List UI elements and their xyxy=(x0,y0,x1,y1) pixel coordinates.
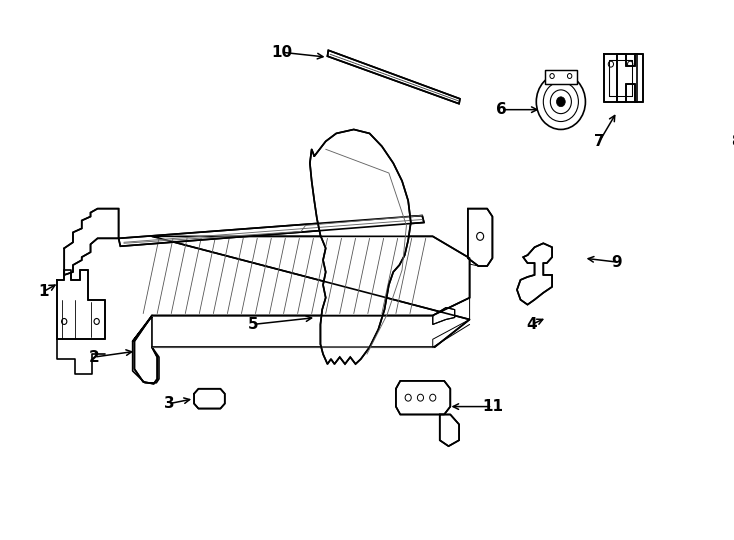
Polygon shape xyxy=(545,70,577,84)
Polygon shape xyxy=(440,415,459,446)
Polygon shape xyxy=(609,60,632,96)
Text: 3: 3 xyxy=(164,396,175,411)
Text: 10: 10 xyxy=(272,45,292,60)
Polygon shape xyxy=(64,208,119,275)
Polygon shape xyxy=(468,208,493,266)
Polygon shape xyxy=(327,50,460,104)
Circle shape xyxy=(567,73,572,78)
Text: 4: 4 xyxy=(526,317,537,332)
Circle shape xyxy=(556,97,565,107)
Circle shape xyxy=(537,74,586,130)
Text: 6: 6 xyxy=(496,102,506,117)
Circle shape xyxy=(405,394,411,401)
Polygon shape xyxy=(134,237,470,384)
Polygon shape xyxy=(194,389,225,409)
Text: 9: 9 xyxy=(611,254,622,269)
Circle shape xyxy=(476,232,484,240)
Polygon shape xyxy=(396,381,450,415)
Circle shape xyxy=(418,394,424,401)
Circle shape xyxy=(628,61,633,67)
Text: 5: 5 xyxy=(247,317,258,332)
Polygon shape xyxy=(517,244,552,305)
Text: 2: 2 xyxy=(89,349,99,364)
Circle shape xyxy=(550,90,571,113)
Circle shape xyxy=(550,73,554,78)
Polygon shape xyxy=(433,308,454,325)
Circle shape xyxy=(543,82,578,122)
Polygon shape xyxy=(617,54,643,102)
Circle shape xyxy=(608,61,614,67)
Circle shape xyxy=(62,319,67,325)
Text: 1: 1 xyxy=(38,284,48,299)
Circle shape xyxy=(94,319,99,325)
Polygon shape xyxy=(57,270,106,339)
Text: 7: 7 xyxy=(594,134,605,149)
Polygon shape xyxy=(119,215,424,246)
Circle shape xyxy=(429,394,436,401)
Polygon shape xyxy=(310,130,411,364)
Text: 8: 8 xyxy=(731,134,734,149)
Polygon shape xyxy=(604,54,637,102)
Text: 11: 11 xyxy=(482,399,503,414)
